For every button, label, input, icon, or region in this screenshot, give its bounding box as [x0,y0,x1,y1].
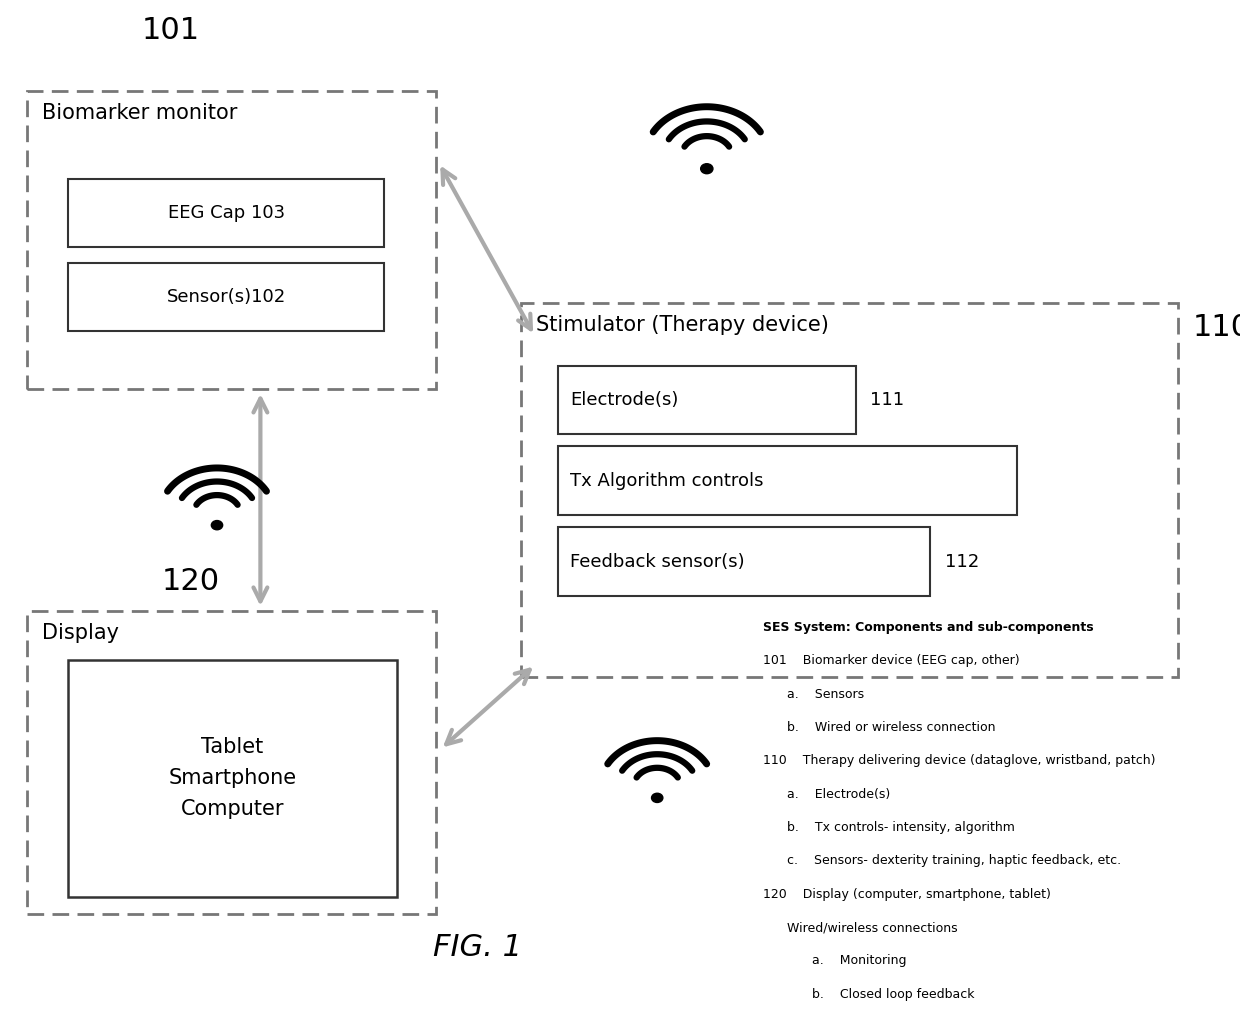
Text: a.    Electrode(s): a. Electrode(s) [787,788,890,801]
Text: 110: 110 [1193,313,1240,342]
Text: Display: Display [42,623,119,643]
Text: 111: 111 [870,391,905,409]
Text: SES System: Components and sub-components: SES System: Components and sub-component… [763,621,1094,634]
Text: Biomarker monitor: Biomarker monitor [42,103,238,123]
Circle shape [701,164,713,174]
Text: 101    Biomarker device (EEG cap, other): 101 Biomarker device (EEG cap, other) [763,654,1019,668]
Text: c.    Sensors- dexterity training, haptic feedback, etc.: c. Sensors- dexterity training, haptic f… [787,854,1121,868]
Bar [27,611,436,914]
Text: Electrode(s): Electrode(s) [570,391,678,409]
Text: Wired/wireless connections: Wired/wireless connections [787,921,959,934]
Text: 120: 120 [162,567,219,596]
Text: Stimulator (Therapy device): Stimulator (Therapy device) [536,315,828,335]
Text: FIG. 1: FIG. 1 [433,932,522,962]
Bar [521,303,1178,677]
Bar [558,446,1017,515]
Bar [68,660,397,897]
Text: a.    Monitoring: a. Monitoring [812,954,906,968]
Text: b.    Tx controls- intensity, algorithm: b. Tx controls- intensity, algorithm [787,821,1016,834]
Text: Tx Algorithm controls: Tx Algorithm controls [570,472,764,490]
Text: b.    Wired or wireless connection: b. Wired or wireless connection [787,721,996,734]
Text: a.    Sensors: a. Sensors [787,688,864,701]
Text: 110    Therapy delivering device (dataglove, wristband, patch): 110 Therapy delivering device (dataglove… [763,754,1156,768]
Text: EEG Cap 103: EEG Cap 103 [167,204,285,222]
Bar [558,366,856,434]
Text: Sensor(s)102: Sensor(s)102 [166,288,286,306]
Circle shape [651,793,663,803]
Text: 101: 101 [141,16,200,45]
Text: Feedback sensor(s): Feedback sensor(s) [570,552,745,571]
Text: Tablet
Smartphone
Computer: Tablet Smartphone Computer [169,737,296,819]
Text: 112: 112 [945,552,980,571]
Text: 120    Display (computer, smartphone, tablet): 120 Display (computer, smartphone, table… [763,888,1050,901]
Circle shape [211,520,223,530]
Bar [68,263,384,331]
Bar [558,527,930,596]
Bar [27,91,436,389]
Bar [68,179,384,247]
Text: b.    Closed loop feedback: b. Closed loop feedback [812,988,975,1001]
